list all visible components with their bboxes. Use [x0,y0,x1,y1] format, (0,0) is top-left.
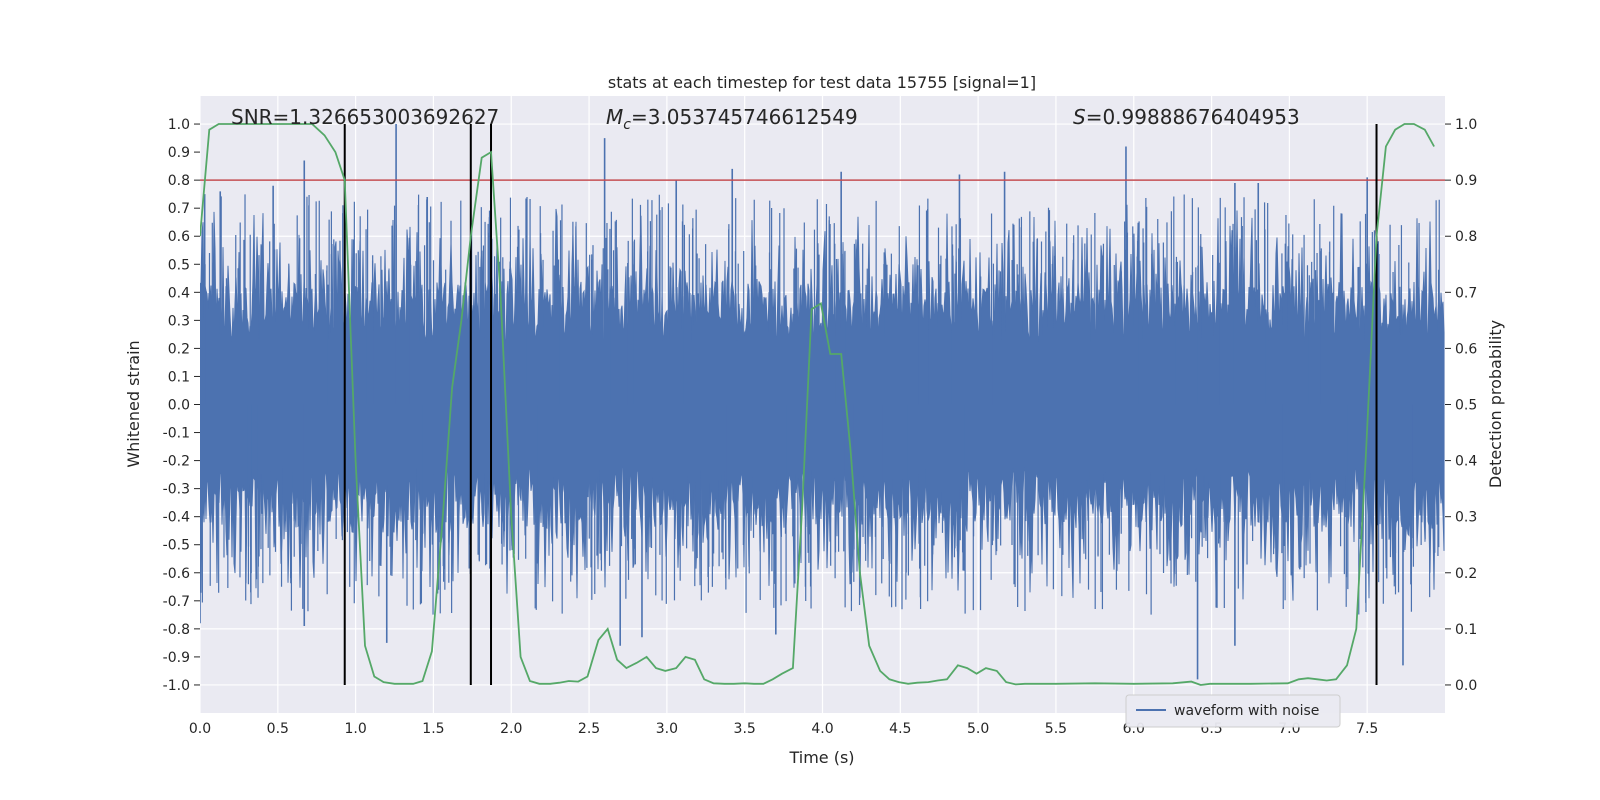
y-right-tick-label: 0.0 [1455,678,1477,694]
x-tick-label: 3.5 [734,721,756,737]
x-tick-label: 2.0 [500,721,522,737]
detection-markers [343,124,1378,685]
y-right-tick-label: 0.7 [1455,285,1477,301]
y-left-tick-label: -0.2 [163,454,190,470]
x-tick-label: 5.0 [967,721,989,737]
x-tick-label: 0.0 [189,721,211,737]
s-value: =0.99888676404953 [1086,105,1300,129]
y-left-tick-label: -0.9 [163,650,190,666]
x-tick-label: 3.0 [656,721,678,737]
y-left-tick-label: 0.4 [168,285,190,301]
y-left-tick-label: -0.3 [163,482,190,498]
y-right-tick-label: 1.0 [1455,117,1477,133]
probability-series [200,123,1435,686]
y-left-tick-label: -0.6 [163,566,190,582]
y-left-tick-label: 0.9 [168,145,190,161]
y-axis-right-label: Detection probability [1486,320,1505,488]
y-right-tick-label: 0.1 [1455,622,1477,638]
y-left-tick-label: 0.7 [168,201,190,217]
plot-content [200,123,1445,686]
y-left-tick-label: -0.7 [163,594,190,610]
y-left-tick-label: 0.1 [168,369,190,385]
x-axis-label: Time (s) [788,748,854,767]
y-right-tick-label: 0.4 [1455,454,1477,470]
y-left-tick-label: -0.5 [163,538,190,554]
x-tick-label: 1.5 [422,721,444,737]
mc-annotation: Mc=3.053745746612549 [606,105,858,133]
legend-box [1125,694,1341,728]
x-tick-label: 4.0 [811,721,833,737]
y-right-tick-label: 0.3 [1455,510,1477,526]
x-tick-label: 2.5 [578,721,600,737]
mc-symbol: M [606,105,623,129]
y-left-tick-label: 1.0 [168,117,190,133]
probability-line [200,123,1435,686]
x-tick-label: 5.5 [1045,721,1067,737]
mc-subscript: c [623,117,631,133]
x-tick-label: 4.5 [889,721,911,737]
x-tick-label: 7.5 [1356,721,1378,737]
mc-value: =3.053745746612549 [631,105,858,129]
y-left-tick-label: 0.6 [168,229,190,245]
y-left-tick-label: -0.8 [163,622,190,638]
s-annotation: S=0.99888676404953 [1073,105,1300,129]
y-left-tick-label: -1.0 [163,678,190,694]
y-left-tick-label: 0.5 [168,257,190,273]
x-tick-label: 1.0 [344,721,366,737]
y-left-tick-label: 0.0 [168,398,190,414]
legend-label: waveform with noise [1174,703,1319,719]
x-tick-label: 0.5 [267,721,289,737]
y-left-tick-label: 0.8 [168,173,190,189]
y-left-tick-label: 0.3 [168,313,190,329]
y-right-tick-label: 0.9 [1455,173,1477,189]
y-right-tick-label: 0.8 [1455,229,1477,245]
y-axis-left-label: Whitened strain [124,340,143,467]
legend: waveform with noise [1125,694,1341,728]
y-left-tick-label: -0.4 [163,510,190,526]
snr-annotation: SNR=1.326653003692627 [231,105,499,129]
y-right-tick-label: 0.2 [1455,566,1477,582]
s-symbol: S [1073,105,1086,129]
chart-title: stats at each timestep for test data 157… [608,73,1036,92]
y-axis-left-ticks: 1.0 0.9 0.8 0.7 0.6 0.5 0.4 0.3 0.2 0.1 0.0 -0.1 -0.… [163,117,200,694]
y-right-tick-label: 0.6 [1455,341,1477,357]
y-right-tick-label: 0.5 [1455,398,1477,414]
y-left-tick-label: -0.1 [163,426,190,442]
y-left-tick-label: 0.2 [168,341,190,357]
y-axis-right-ticks: 1.0 0.9 0.8 0.7 0.6 0.5 0.4 0.3 0.2 0.1 0.0 [1445,117,1477,694]
